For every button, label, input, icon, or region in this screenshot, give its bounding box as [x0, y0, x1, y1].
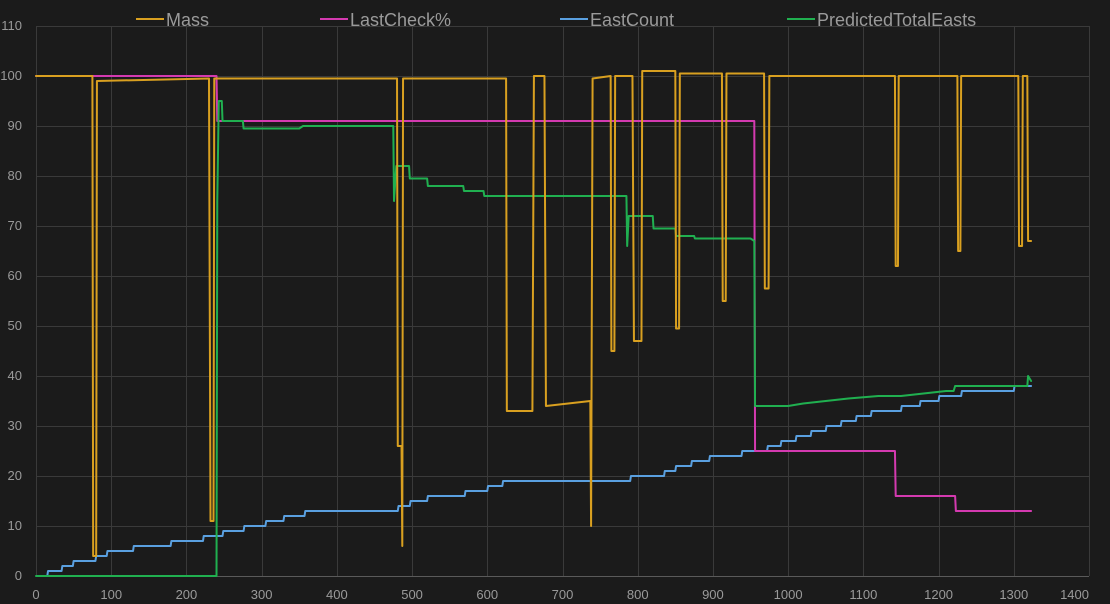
- series-line-lastcheck: [35, 75, 1033, 512]
- y-tick-label: 20: [8, 468, 22, 483]
- legend-label: EastCount: [590, 10, 674, 30]
- x-tick-label: 800: [627, 587, 649, 602]
- y-tick-label: 50: [8, 318, 22, 333]
- series-line-predictedtotaleasts: [35, 100, 1033, 577]
- y-tick-label: 0: [15, 568, 22, 583]
- legend: Mass LastCheck% EastCount PredictedTotalEas…: [136, 10, 976, 30]
- x-tick-label: 1200: [924, 587, 953, 602]
- x-tick-label: 0: [32, 587, 39, 602]
- y-tick-label: 10: [8, 518, 22, 533]
- series-line-mass: [35, 70, 1033, 557]
- x-tick-label: 600: [476, 587, 498, 602]
- x-tick-label: 700: [552, 587, 574, 602]
- series-lines: [35, 70, 1033, 577]
- legend-label: PredictedTotalEasts: [817, 10, 976, 30]
- x-tick-label: 900: [702, 587, 724, 602]
- x-tick-label: 1300: [999, 587, 1028, 602]
- y-tick-label: 100: [0, 68, 22, 83]
- x-tick-label: 400: [326, 587, 348, 602]
- legend-label: Mass: [166, 10, 209, 30]
- y-tick-label: 40: [8, 368, 22, 383]
- legend-label: LastCheck%: [350, 10, 451, 30]
- x-tick-label: 100: [100, 587, 122, 602]
- x-tick-label: 1000: [774, 587, 803, 602]
- x-tick-label: 500: [401, 587, 423, 602]
- x-tick-label: 1400: [1060, 587, 1089, 602]
- x-tick-label: 1100: [849, 587, 877, 602]
- y-tick-label: 80: [8, 168, 22, 183]
- x-tick-label: 300: [251, 587, 273, 602]
- y-tick-label: 110: [1, 18, 22, 33]
- y-tick-label: 70: [8, 218, 22, 233]
- y-tick-label: 60: [8, 268, 22, 283]
- y-tick-label: 90: [8, 118, 22, 133]
- gridlines: [36, 26, 1090, 577]
- y-tick-label: 30: [8, 418, 22, 433]
- series-line-eastcount: [46, 385, 1033, 577]
- x-tick-label: 200: [176, 587, 198, 602]
